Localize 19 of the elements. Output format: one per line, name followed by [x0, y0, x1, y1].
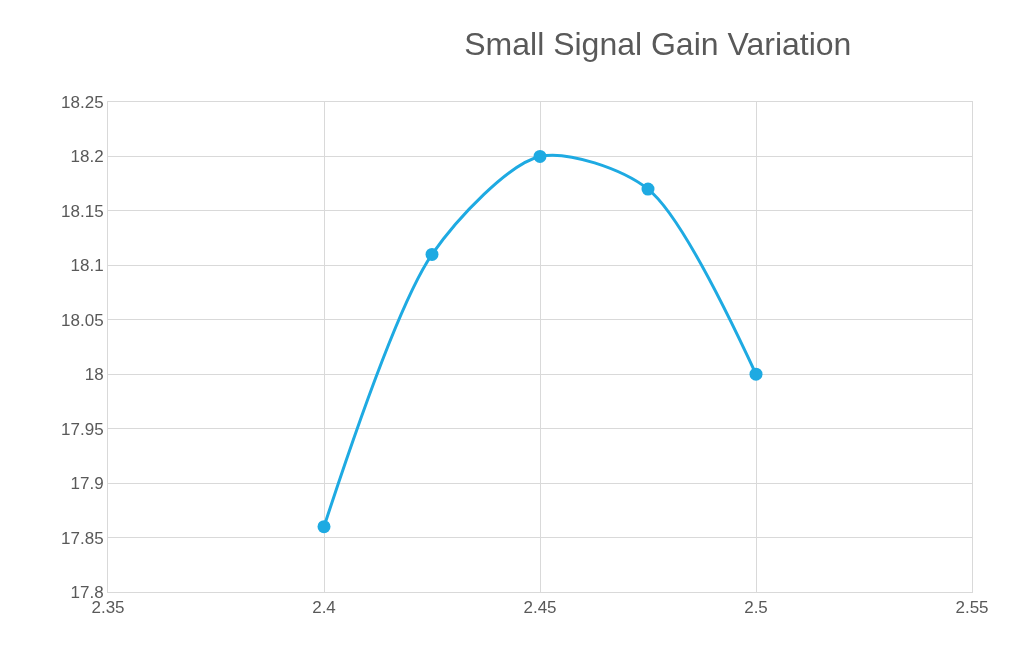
- y-tick-label: 18.25: [61, 92, 104, 112]
- y-tick-label: 18: [84, 365, 104, 385]
- chart-title: Small Signal Gain Variation: [464, 25, 852, 62]
- y-tick-label: 17.95: [61, 419, 104, 439]
- y-tick-label: 17.9: [70, 474, 104, 494]
- point: [749, 367, 763, 381]
- y-tick-label: 18.2: [70, 147, 104, 167]
- point: [425, 247, 439, 261]
- point: [317, 520, 331, 534]
- x-tick-label: 2.45: [523, 598, 557, 618]
- y-tick-label: 17.85: [61, 528, 104, 548]
- y-tick-label: 18.05: [61, 310, 104, 330]
- point: [533, 149, 547, 163]
- y-tick-label: 18.15: [61, 201, 104, 221]
- x-tick-label: 2.4: [312, 598, 336, 618]
- y-tick-label: 18.1: [70, 256, 104, 276]
- x-tick-label: 2.5: [744, 598, 768, 618]
- x-tick-label: 2.55: [955, 598, 989, 618]
- point: [641, 182, 655, 196]
